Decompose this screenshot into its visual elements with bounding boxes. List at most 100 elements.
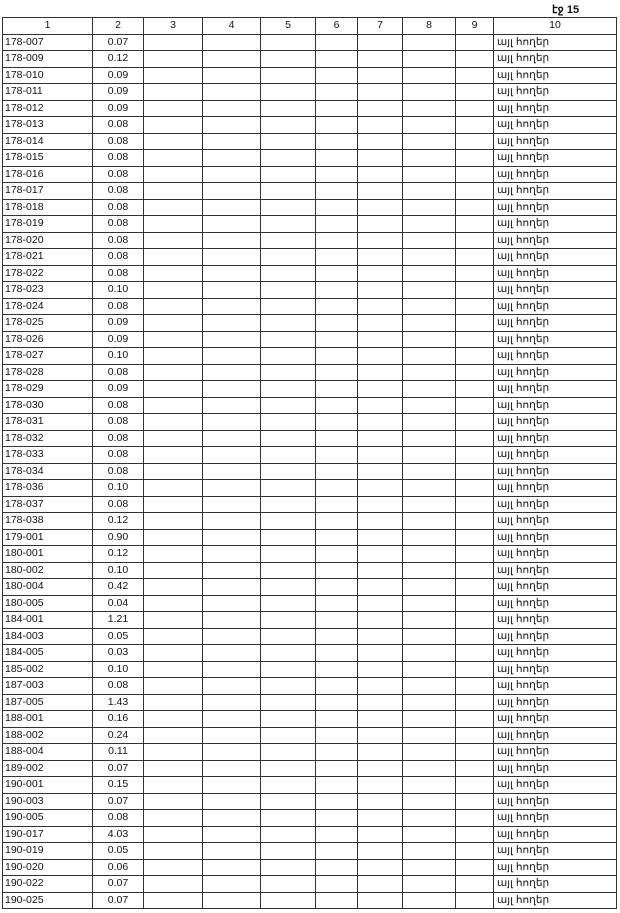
empty-cell (402, 545, 456, 563)
empty-cell (402, 792, 456, 810)
table-row: 180-002 0.10 այլ հողեր (2, 561, 617, 579)
table-row: 178-030 0.08 այլ հողեր (2, 396, 617, 414)
empty-cell (357, 578, 403, 596)
area-value: 0.09 (92, 99, 144, 117)
table-row: 188-002 0.24 այլ հողեր (2, 726, 617, 744)
empty-cell (357, 660, 403, 678)
empty-cell (357, 33, 403, 51)
area-value: 0.05 (92, 627, 144, 645)
table-row: 178-032 0.08 այլ հողեր (2, 429, 617, 447)
column-header: 9 (455, 17, 494, 35)
parcel-code: 178-030 (2, 396, 93, 414)
empty-cell (202, 248, 261, 266)
empty-cell (455, 50, 494, 68)
empty-cell (260, 891, 316, 909)
parcel-code: 190-003 (2, 792, 93, 810)
empty-cell (357, 528, 403, 546)
area-value: 0.08 (92, 116, 144, 134)
empty-cell (143, 875, 203, 893)
empty-cell (455, 528, 494, 546)
empty-cell (455, 231, 494, 249)
empty-cell (260, 380, 316, 398)
empty-cell (202, 726, 261, 744)
parcel-code: 178-010 (2, 66, 93, 84)
area-value: 0.07 (92, 759, 144, 777)
empty-cell (202, 462, 261, 480)
empty-cell (455, 297, 494, 315)
empty-cell (202, 396, 261, 414)
land-type: այլ հողեր (493, 413, 617, 431)
empty-cell (455, 198, 494, 216)
empty-cell (202, 363, 261, 381)
empty-cell (260, 83, 316, 101)
empty-cell (357, 743, 403, 761)
empty-cell (455, 578, 494, 596)
empty-cell (455, 858, 494, 876)
table-row: 189-002 0.07 այլ հողեր (2, 759, 617, 777)
area-value: 0.08 (92, 248, 144, 266)
parcel-code: 178-029 (2, 380, 93, 398)
empty-cell (357, 759, 403, 777)
parcel-code: 189-002 (2, 759, 93, 777)
empty-cell (455, 594, 494, 612)
empty-cell (357, 545, 403, 563)
column-header: 8 (402, 17, 456, 35)
area-value: 4.03 (92, 825, 144, 843)
empty-cell (455, 248, 494, 266)
area-value: 0.10 (92, 347, 144, 365)
empty-cell (260, 363, 316, 381)
empty-cell (143, 99, 203, 117)
land-type: այլ հողեր (493, 50, 617, 68)
empty-cell (402, 347, 456, 365)
empty-cell (357, 611, 403, 629)
empty-cell (402, 413, 456, 431)
area-value: 0.09 (92, 66, 144, 84)
empty-cell (143, 66, 203, 84)
empty-cell (357, 825, 403, 843)
parcel-code: 187-005 (2, 693, 93, 711)
empty-cell (402, 231, 456, 249)
parcel-code: 187-003 (2, 677, 93, 695)
column-header: 2 (92, 17, 144, 35)
empty-cell (402, 429, 456, 447)
empty-cell (260, 578, 316, 596)
empty-cell (260, 594, 316, 612)
empty-cell (455, 660, 494, 678)
empty-cell (260, 809, 316, 827)
empty-cell (357, 215, 403, 233)
empty-cell (315, 677, 358, 695)
empty-cell (202, 330, 261, 348)
empty-cell (357, 858, 403, 876)
empty-cell (402, 33, 456, 51)
area-value: 0.08 (92, 215, 144, 233)
empty-cell (455, 99, 494, 117)
area-value: 0.08 (92, 149, 144, 167)
empty-cell (143, 231, 203, 249)
empty-cell (202, 611, 261, 629)
empty-cell (402, 561, 456, 579)
area-value: 1.21 (92, 611, 144, 629)
empty-cell (315, 545, 358, 563)
area-value: 0.42 (92, 578, 144, 596)
empty-cell (202, 710, 261, 728)
table-row: 178-022 0.08 այլ հողեր (2, 264, 617, 282)
empty-cell (455, 479, 494, 497)
empty-cell (143, 578, 203, 596)
empty-cell (315, 644, 358, 662)
empty-cell (315, 149, 358, 167)
land-type: այլ հողեր (493, 330, 617, 348)
empty-cell (455, 627, 494, 645)
empty-cell (315, 495, 358, 513)
parcel-code: 190-025 (2, 891, 93, 909)
empty-cell (357, 347, 403, 365)
empty-cell (315, 33, 358, 51)
empty-cell (357, 809, 403, 827)
empty-cell (402, 809, 456, 827)
empty-cell (402, 891, 456, 909)
empty-cell (402, 875, 456, 893)
empty-cell (315, 891, 358, 909)
area-value: 0.08 (92, 165, 144, 183)
area-value: 0.12 (92, 545, 144, 563)
parcel-code: 178-020 (2, 231, 93, 249)
empty-cell (455, 809, 494, 827)
